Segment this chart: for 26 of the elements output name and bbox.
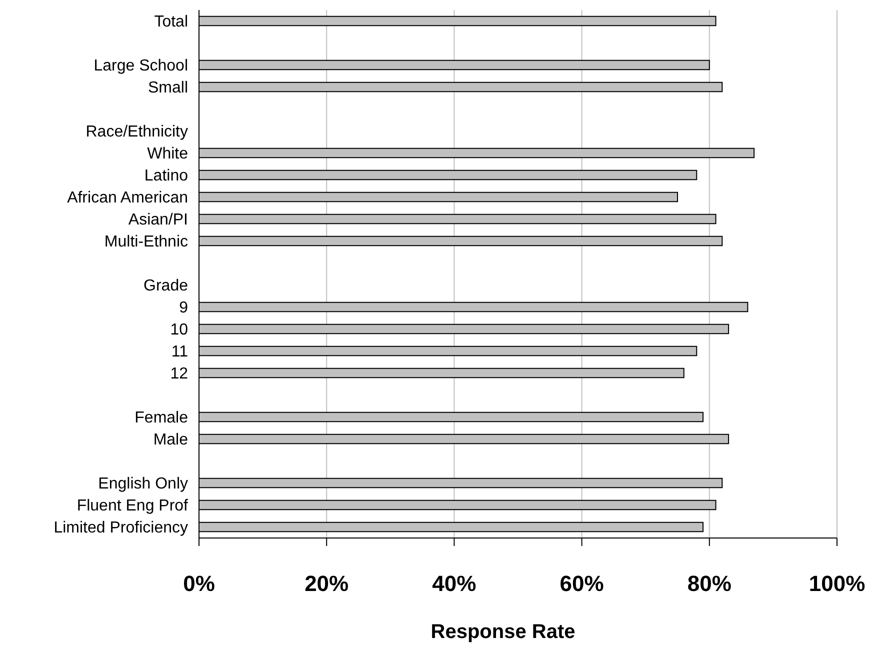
y-tick-label: White xyxy=(147,146,188,163)
y-tick-label: Female xyxy=(134,410,188,427)
y-tick-label: 10 xyxy=(170,322,188,339)
y-tick-label: Total xyxy=(154,14,188,31)
y-tick-label: English Only xyxy=(98,476,188,493)
y-tick-label: Grade xyxy=(144,278,188,295)
y-tick-label: Multi-Ethnic xyxy=(104,234,188,251)
y-tick-label: 12 xyxy=(170,366,188,383)
y-tick-label: Small xyxy=(148,80,188,97)
x-tick-label: 0% xyxy=(183,571,215,596)
y-tick-label: Asian/PI xyxy=(128,212,188,229)
y-tick-label: 9 xyxy=(179,300,188,317)
y-tick-label: Limited Proficiency xyxy=(54,520,188,537)
y-tick-label: 11 xyxy=(171,344,188,361)
y-tick-label: Large School xyxy=(94,58,188,75)
x-tick-label: 40% xyxy=(432,571,476,596)
x-axis-title: Response Rate xyxy=(430,621,576,643)
x-tick-label: 60% xyxy=(560,571,604,596)
y-tick-label: African American xyxy=(67,190,188,207)
x-tick-label: 20% xyxy=(304,571,349,596)
y-tick-label: Male xyxy=(153,432,188,449)
y-tick-label: Latino xyxy=(144,168,188,185)
x-tick-label: 80% xyxy=(687,571,732,596)
y-tick-label: Race/Ethnicity xyxy=(86,124,188,141)
y-tick-label: Fluent Eng Prof xyxy=(76,498,189,515)
x-tick-label: 100% xyxy=(808,571,866,596)
